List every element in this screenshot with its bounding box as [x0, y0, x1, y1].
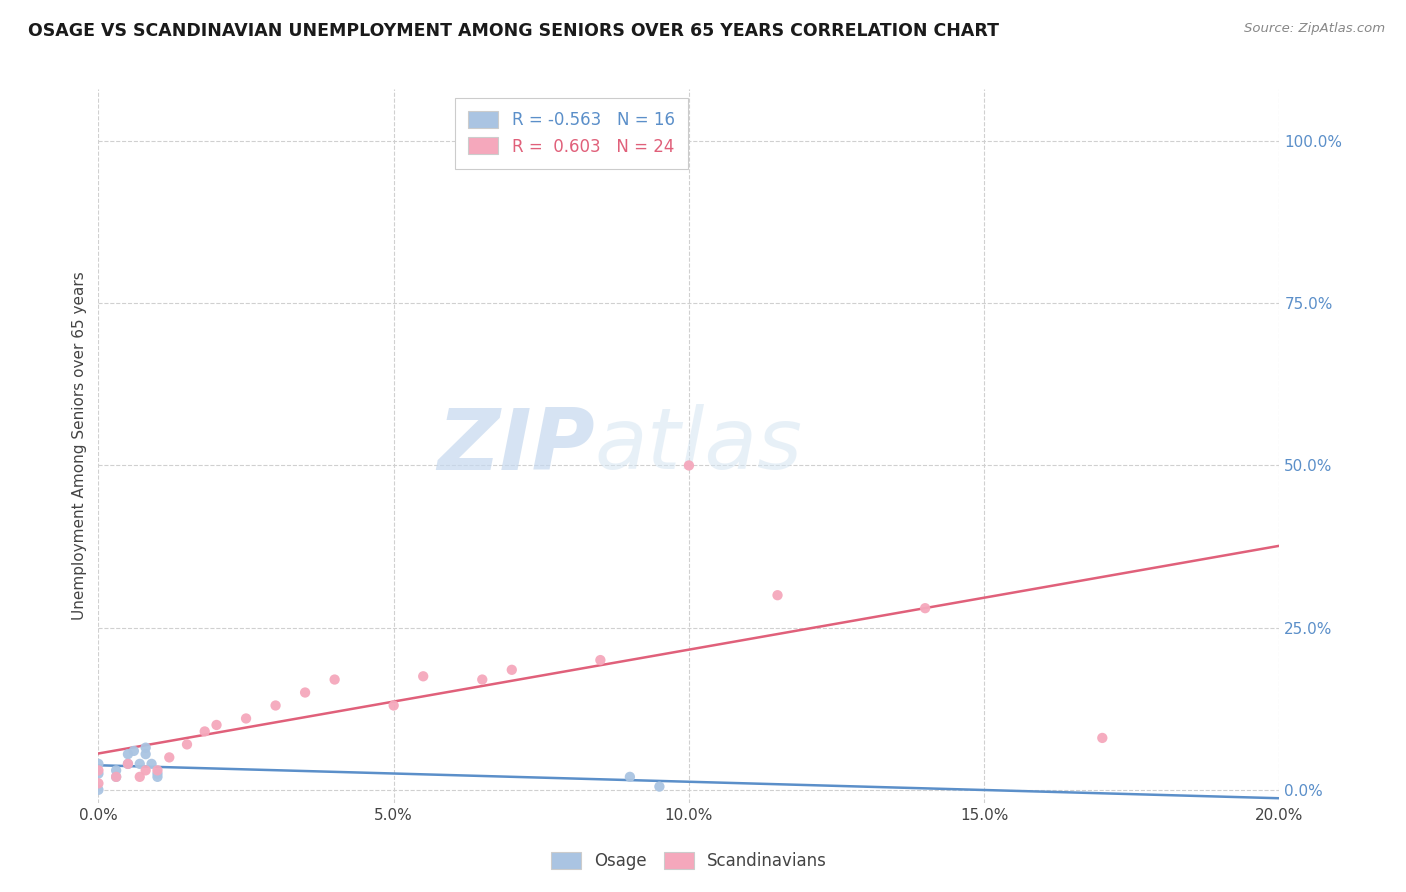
Point [87, 766, 110, 780]
Point [194, 724, 217, 739]
Point [117, 756, 139, 771]
Point [146, 766, 169, 780]
Point [105, 764, 128, 778]
Point [146, 770, 169, 784]
Point [146, 764, 169, 778]
Point [87, 776, 110, 790]
Point [87, 756, 110, 771]
Text: ZIP: ZIP [437, 404, 595, 488]
Y-axis label: Unemployment Among Seniors over 65 years: Unemployment Among Seniors over 65 years [72, 272, 87, 620]
Point [135, 740, 157, 755]
Point [157, 750, 180, 764]
Point [87, 782, 110, 797]
Text: OSAGE VS SCANDINAVIAN UNEMPLOYMENT AMONG SENIORS OVER 65 YEARS CORRELATION CHART: OSAGE VS SCANDINAVIAN UNEMPLOYMENT AMONG… [28, 22, 1000, 40]
Point [205, 718, 228, 732]
Point [105, 770, 128, 784]
Point [264, 698, 287, 713]
Point [141, 756, 163, 771]
Point [589, 653, 612, 667]
Point [412, 669, 434, 683]
Point [176, 738, 198, 752]
Point [122, 744, 145, 758]
Legend: Osage, Scandinavians: Osage, Scandinavians [544, 845, 834, 877]
Text: atlas: atlas [595, 404, 803, 488]
Point [648, 780, 671, 794]
Point [766, 588, 789, 602]
Point [128, 756, 150, 771]
Point [471, 673, 494, 687]
Point [914, 601, 936, 615]
Point [117, 756, 139, 771]
Point [117, 747, 139, 761]
Point [294, 685, 316, 699]
Point [87, 764, 110, 778]
Point [678, 458, 700, 473]
Point [382, 698, 405, 713]
Point [135, 764, 157, 778]
Point [135, 747, 157, 761]
Point [1091, 731, 1114, 745]
Point [105, 770, 128, 784]
Point [323, 673, 346, 687]
Point [501, 663, 523, 677]
Text: Source: ZipAtlas.com: Source: ZipAtlas.com [1244, 22, 1385, 36]
Point [235, 711, 257, 725]
Point [128, 770, 150, 784]
Point [619, 770, 641, 784]
